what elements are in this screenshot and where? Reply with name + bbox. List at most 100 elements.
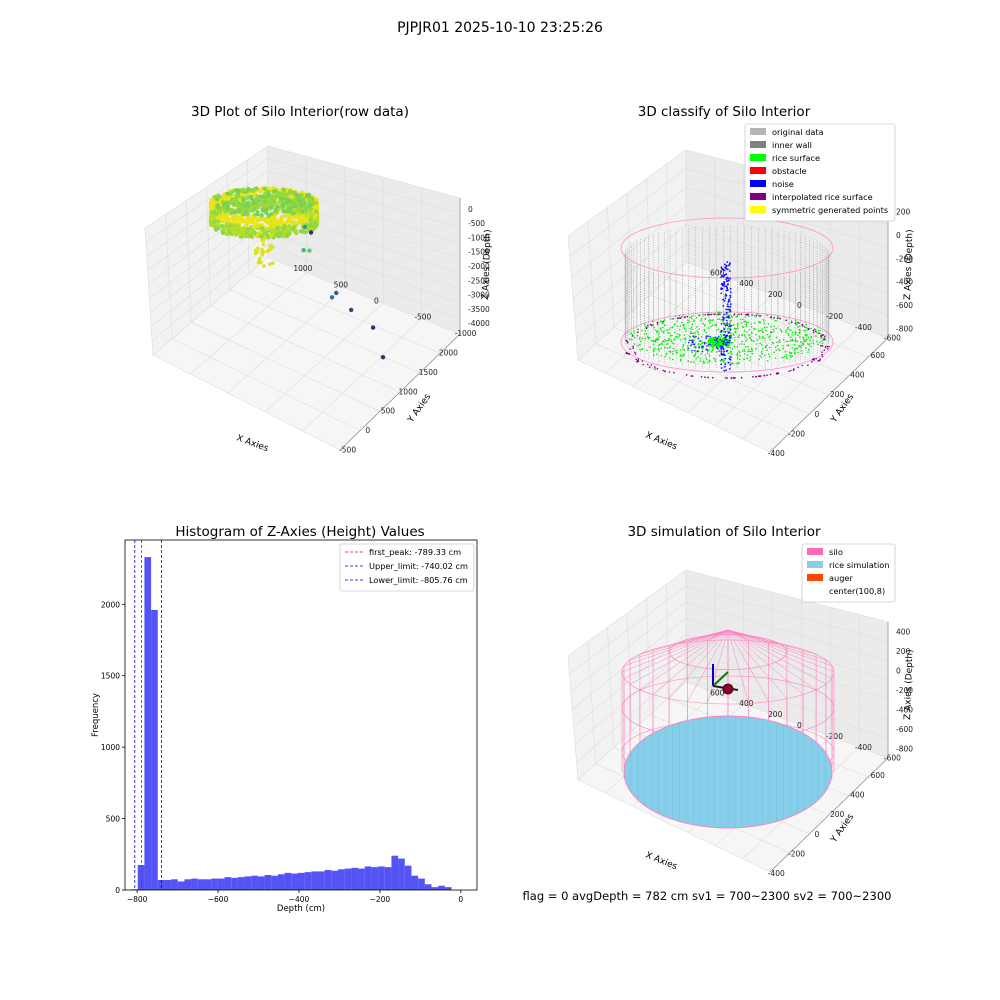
panel4-silo-wire-roof [623,629,729,667]
panel2-rice-surface-point [736,352,739,355]
panel1-floor-grid-x [248,273,441,354]
panel2-side-grid-h [685,205,889,271]
panel3-legend-label: Upper_limit: -740.02 cm [369,561,468,571]
panel2-noise-point [729,358,732,361]
panel1-wall-point [255,217,260,222]
panel2-noise-point [723,353,725,356]
panel4-legend: silo rice simulation auger center(100,8) [801,543,896,603]
panel2-rice-surface-point [774,319,776,322]
panel2-rice-surface-point [724,361,726,364]
panel2-interpolated-point [813,331,815,334]
panel2-rice-surface-point [705,342,707,345]
panel3-bar [291,873,298,890]
panel2-rice-surface-point [731,353,733,356]
panel2-rice-surface-point [739,318,742,321]
panel2-rice-surface-point [716,329,718,331]
panel2-interpolated-point [827,348,829,350]
panel2-rice-surface-point [668,350,670,353]
panel2-rice-surface-point [679,349,682,351]
panel1-side-grid-h [267,244,461,320]
panel2-interpolated-point [815,357,817,360]
panel2-rice-surface-point [718,354,721,357]
panel2-rice-surface-point [767,323,770,325]
panel2-noise-point [714,344,717,346]
panel1-floor-grid-x [172,338,361,431]
panel2-rice-surface-point [708,354,711,357]
panel2-rice-surface-point [775,349,777,352]
panel2-noise-point [722,298,725,301]
panel2-noise-point [727,308,729,311]
panel2-rice-surface-point [661,341,664,343]
panel2-rice-surface-point [690,343,693,346]
panel2-interpolated-point [819,359,821,362]
panel2-rice-surface-point [729,352,732,354]
panel4-y-tick-label: 0 [797,721,802,730]
panel2-interpolated-point [725,377,727,379]
panel2-rice-surface-point [759,321,762,324]
panel2-noise-point [720,348,723,351]
panel2-rice-surface-point [734,336,736,339]
panel2-y-tick-label: -600 [884,334,901,343]
panel1-surface-point [296,207,301,212]
panel2-noise-point [720,323,723,325]
panel3-bar [384,867,392,890]
panel2-xlabel: X Axies [644,431,679,453]
panel2-rice-surface-point [682,324,685,326]
panel2-rice-surface-point [730,342,733,344]
panel2-noise-point [720,271,723,273]
panel2-rice-surface-point [756,339,758,341]
panel2-rice-surface-point [796,321,798,324]
panel2-interpolated-point [632,345,634,348]
panel2-rice-surface-point [794,340,796,342]
panel4-auger-marker [722,683,734,695]
panel2-rice-surface-point [797,351,799,354]
panel2-rice-surface-point [778,349,781,352]
panel2-rice-surface-point [791,347,793,349]
panel2-interpolated-point [629,348,631,350]
panel2-floor-grid-y [714,316,831,426]
panel2-rice-surface-point [703,330,706,332]
panel4-z-tick-label: -400 [896,705,913,714]
panel2-rice-surface-point [711,349,714,352]
panel2-rice-surface-point [652,343,655,346]
panel2-interpolated-point [758,315,760,317]
panel2-rice-surface-point [708,360,711,363]
panel2-rice-surface-point [639,348,641,351]
panel2-rice-surface-point [816,340,818,343]
panel2-rice-surface-point [750,326,753,328]
panel2-rice-surface-point [763,337,765,340]
panel3-bar [371,867,379,890]
panel2-rice-surface-point [807,349,810,351]
panel2-rice-surface-point [759,354,761,357]
panel4-silo-wire-roof [687,629,729,702]
panel1-surface-point [296,194,301,198]
panel2-rice-surface-point [633,343,636,345]
panel2-noise-point [720,331,723,333]
panel2-rice-surface-point [702,314,704,316]
panel1-surface-point [229,199,234,204]
panel1-surface-point [216,194,220,199]
panel1-surface-point [299,203,304,208]
panel3-bar [304,872,312,890]
panel2-rice-surface-point [660,328,662,331]
panel2-interpolated-point [713,313,715,316]
panel2-rice-surface-point [671,342,674,344]
panel2-rice-surface-point [775,327,777,330]
panel2-rice-surface-point [747,345,749,348]
panel2-legend-label: inner wall [772,140,812,150]
panel3-bar [358,868,365,890]
panel2-floor-grid-x [613,327,810,415]
panel3-bars [131,557,452,890]
panel2-rice-surface-point [801,352,803,355]
panel2-rice-surface-point [738,343,741,345]
panel2-rice-surface-point [727,327,730,329]
panel1-points [208,186,386,360]
panel2-rice-surface-point [709,319,711,321]
panel2-interpolated-point [812,329,815,332]
panel2-rice-surface-point [803,340,805,343]
panel2-rice-surface-point [693,320,695,323]
panel2-rice-surface-point [714,324,716,327]
panel2-rice-surface-point [810,345,812,348]
panel2-rice-surface-point [740,322,743,324]
